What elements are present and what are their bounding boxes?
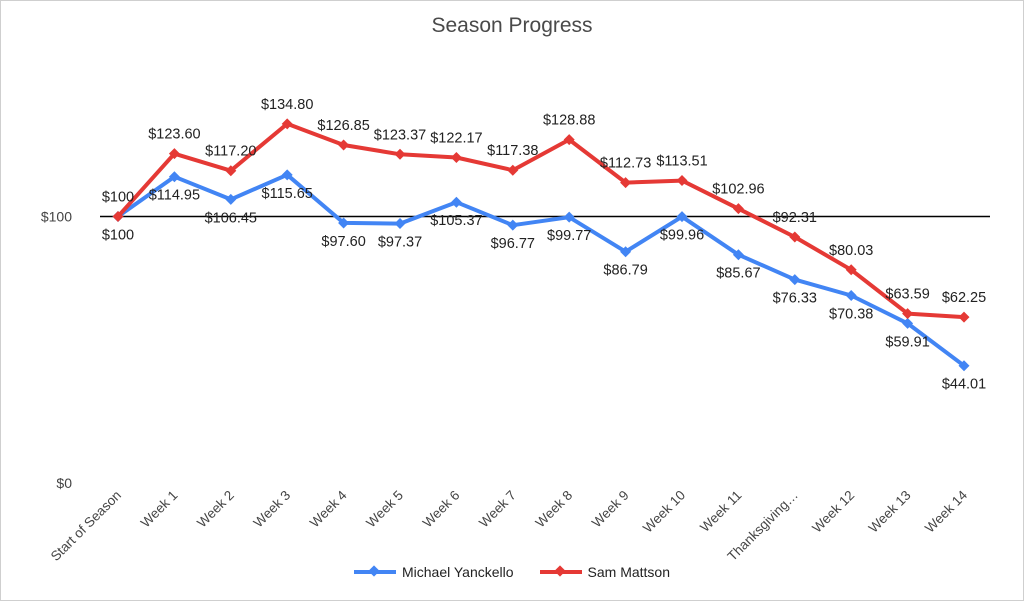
data-label: $123.37 — [374, 127, 426, 143]
data-point — [168, 171, 180, 183]
chart-title: Season Progress — [431, 14, 593, 37]
x-tick-label: Week 6 — [420, 488, 463, 531]
data-point — [338, 217, 350, 229]
legend-item-michael-yanckello: Michael Yanckello — [353, 564, 514, 580]
data-point — [225, 165, 237, 177]
data-point — [732, 249, 744, 261]
x-tick-label: Week 13 — [866, 488, 914, 536]
x-tick-label: Week 14 — [922, 487, 970, 535]
data-label: $76.33 — [773, 291, 817, 307]
legend-swatch-blue — [353, 570, 396, 574]
data-point — [902, 317, 914, 329]
data-label: $63.59 — [885, 287, 929, 303]
x-tick-label: Week 10 — [640, 488, 688, 536]
data-point — [902, 308, 914, 320]
legend-label: Michael Yanckello — [401, 564, 514, 580]
x-tick-label: Week 5 — [363, 488, 406, 531]
data-point — [281, 169, 293, 181]
legend-swatch-red — [539, 570, 582, 574]
data-label: $112.73 — [600, 156, 651, 172]
data-label: $44.01 — [942, 377, 986, 393]
data-point — [225, 193, 237, 205]
data-point — [563, 134, 575, 146]
data-point — [789, 274, 801, 286]
data-point — [394, 218, 406, 230]
x-tick-label: Week 3 — [251, 488, 294, 531]
axis-layer: $0 $100 Start of Season Week 1 Week 2 Week 3 W… — [41, 209, 990, 564]
legend-label: Sam Mattson — [587, 564, 671, 580]
data-label: $97.37 — [378, 235, 422, 251]
data-label: $59.91 — [885, 334, 929, 350]
data-label-layer: $100 $114.95 $106.45 $115.65 $97.60 $97.37 $10… — [102, 97, 986, 393]
data-point — [958, 360, 970, 372]
series-line — [116, 172, 966, 368]
data-point — [789, 231, 801, 243]
data-label: $102.96 — [712, 182, 764, 198]
data-point — [338, 139, 350, 151]
data-point — [845, 289, 857, 301]
data-label: $100 — [102, 228, 134, 244]
legend-item-sam-mattson: Sam Mattson — [539, 564, 671, 580]
chart-legend: Michael Yanckello Sam Mattson — [0, 564, 1024, 580]
series-line — [116, 121, 965, 320]
data-label: $96.77 — [491, 236, 535, 252]
data-point — [168, 148, 180, 160]
data-label: $126.85 — [317, 118, 369, 134]
data-point — [732, 203, 744, 215]
x-tick-label: Week 9 — [589, 488, 632, 531]
data-point — [676, 211, 688, 223]
data-label: $80.03 — [829, 243, 873, 259]
data-label: $134.80 — [261, 97, 313, 113]
data-label: $117.20 — [205, 144, 256, 160]
data-point — [450, 151, 462, 163]
x-tick-label: Week 12 — [809, 488, 857, 536]
data-label: $70.38 — [829, 306, 873, 322]
data-label: $122.17 — [430, 130, 482, 146]
y-tick-label: $100 — [41, 209, 72, 225]
data-point — [507, 164, 519, 176]
data-label: $92.31 — [773, 210, 817, 226]
data-point — [112, 211, 124, 223]
x-tick-label: Week 2 — [194, 488, 237, 531]
data-label: $99.96 — [660, 228, 704, 244]
data-label: $86.79 — [603, 263, 647, 279]
data-point — [563, 211, 575, 223]
data-label: $113.51 — [656, 154, 707, 170]
data-point — [620, 246, 632, 258]
data-label: $100 — [102, 190, 134, 206]
data-label: $97.60 — [321, 234, 365, 250]
data-label: $105.37 — [430, 213, 482, 229]
data-point — [450, 196, 462, 208]
data-label: $123.60 — [148, 127, 200, 143]
x-tick-label: Week 11 — [697, 488, 744, 535]
data-label: $128.88 — [543, 113, 595, 129]
x-tick-label: Start of Season — [48, 488, 124, 564]
data-point — [281, 118, 293, 130]
data-point — [394, 148, 406, 160]
data-label: $85.67 — [716, 266, 760, 282]
data-label: $117.38 — [487, 143, 538, 159]
data-label: $62.25 — [942, 290, 986, 306]
data-label: $106.45 — [205, 210, 257, 226]
data-point — [845, 264, 857, 276]
data-label: $114.95 — [149, 188, 200, 204]
data-label: $99.77 — [547, 228, 591, 244]
x-tick-label: Week 1 — [138, 488, 181, 531]
x-tick-label: Week 7 — [476, 488, 519, 531]
data-point — [676, 175, 688, 187]
x-tick-label: Week 8 — [533, 488, 576, 531]
data-label: $115.65 — [262, 186, 313, 202]
y-tick-label: $0 — [56, 475, 72, 491]
data-point — [958, 311, 970, 323]
x-tick-label: Week 4 — [307, 487, 350, 530]
series-layer — [112, 118, 970, 372]
data-point — [507, 219, 519, 231]
data-point — [620, 177, 632, 189]
